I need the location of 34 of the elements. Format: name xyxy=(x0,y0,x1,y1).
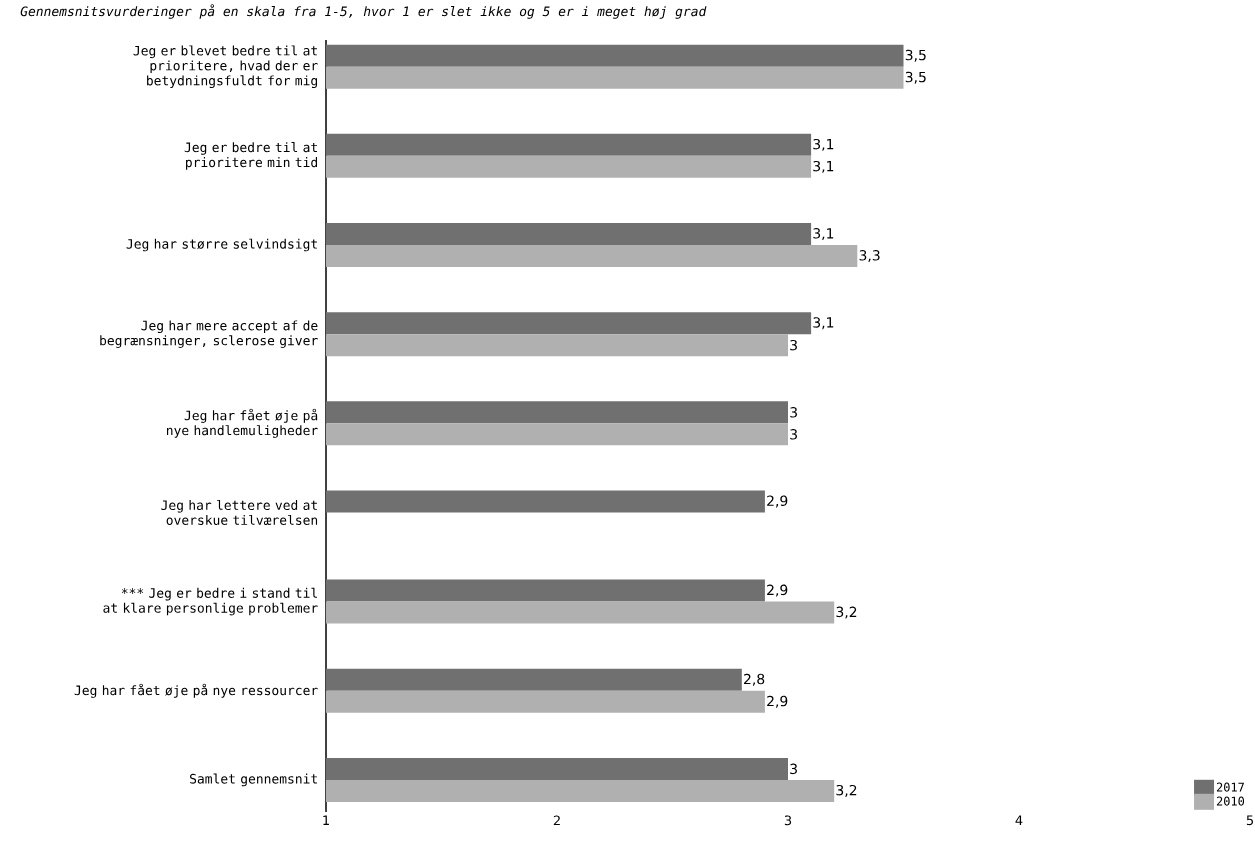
y-tick-label: Jeg er bedre til at prioritere min tid xyxy=(184,142,318,170)
x-tick-label: 1 xyxy=(323,815,329,825)
data-label: 3,3 xyxy=(859,250,880,263)
data-label: 2,8 xyxy=(744,673,765,686)
x-tick-label: 2 xyxy=(553,815,560,826)
data-label: 3,1 xyxy=(813,138,834,151)
x-tick-label: 5 xyxy=(1246,815,1253,826)
y-tick-label: Jeg har lettere ved at overskue tilværelsen xyxy=(161,499,318,525)
data-label: 3,5 xyxy=(905,49,926,62)
data-label: 3 xyxy=(790,407,797,418)
data-label: 3,1 xyxy=(813,317,834,330)
y-tick-label: Jeg har fået øje på nye ressourcer xyxy=(74,683,318,698)
data-label: 3,1 xyxy=(813,160,834,173)
data-label: 3 xyxy=(790,763,797,775)
y-tick-label: Jeg har mere accept af de begrænsninger, sclerose giver xyxy=(100,320,318,348)
legend-label: 2017 xyxy=(1216,782,1244,792)
y-tick-label: Jeg er blevet bedre til at prioritere, hvad der er betydningsfuldt for mig xyxy=(133,45,318,89)
data-label: 2,9 xyxy=(767,584,788,597)
data-label: 3,5 xyxy=(905,71,926,84)
chart-title: Gennemsnitsvurderinger på en skala fra 1-5, hvor 1 er slet ikke og 5 er i meget høj grad xyxy=(20,4,707,19)
data-label: 3,1 xyxy=(813,228,834,241)
x-tick-label: 3 xyxy=(784,815,792,826)
y-tick-label: Samlet gennemsnit xyxy=(190,773,317,787)
data-label: 2,9 xyxy=(767,495,788,508)
data-label: 3 xyxy=(790,429,797,440)
y-tick-label: Jeg har fået øje på nye handlemuligheder xyxy=(167,408,318,438)
data-label: 2,9 xyxy=(767,695,788,708)
data-label: 3,2 xyxy=(836,784,857,797)
y-tick-label: Jeg har større selvindsigt xyxy=(126,238,317,252)
legend-label: 2010 xyxy=(1216,796,1245,806)
y-tick-label: *** Jeg er bedre i stand til at klare personlige problemer xyxy=(103,587,318,616)
x-tick-label: 4 xyxy=(1015,815,1023,825)
data-label: 3 xyxy=(790,339,797,351)
data-label: 3,2 xyxy=(836,606,857,619)
